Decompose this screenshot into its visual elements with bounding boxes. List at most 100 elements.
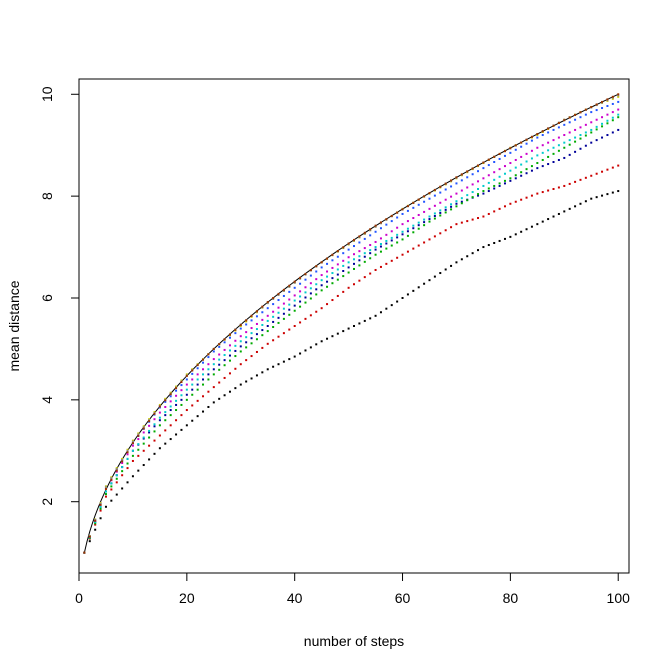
series-point	[185, 374, 188, 377]
series-point	[94, 519, 97, 522]
series-point	[433, 204, 436, 207]
series-point	[433, 212, 436, 215]
series-point	[482, 192, 485, 195]
series-point	[611, 97, 614, 100]
series-point	[390, 214, 393, 217]
series-point	[509, 179, 512, 182]
series-point	[450, 205, 453, 208]
series-point	[482, 246, 485, 249]
series-point	[353, 262, 355, 265]
series-point	[245, 319, 248, 322]
series-point	[379, 265, 382, 268]
series-point	[342, 259, 345, 262]
series-point	[353, 258, 355, 261]
series-point	[450, 208, 453, 211]
series-point	[536, 134, 539, 137]
series-point	[369, 249, 372, 252]
series-point	[536, 154, 539, 157]
series-point	[525, 142, 528, 145]
series-point	[261, 334, 264, 337]
series-point	[601, 122, 604, 125]
series-point	[563, 123, 566, 126]
series-point	[336, 255, 339, 258]
series-point	[617, 108, 620, 111]
series-point	[304, 349, 307, 352]
series-point	[245, 323, 248, 326]
series-6	[83, 108, 620, 554]
series-point	[514, 174, 517, 177]
series-point	[520, 141, 523, 144]
series-point	[374, 314, 377, 317]
series-point	[417, 227, 420, 230]
series-point	[584, 123, 587, 126]
series-point	[261, 329, 264, 332]
series-point	[390, 236, 393, 239]
series-point	[433, 194, 436, 197]
series-point	[428, 279, 431, 282]
series-point	[218, 343, 221, 346]
series-point	[115, 470, 118, 473]
series-point	[272, 320, 275, 323]
series-point	[342, 264, 345, 267]
series-point	[288, 328, 291, 331]
series-point	[255, 315, 258, 318]
series-point	[266, 302, 269, 305]
series-point	[423, 282, 426, 285]
series-point	[487, 164, 490, 167]
series-point	[299, 295, 302, 298]
series-point	[611, 111, 614, 114]
series-point	[493, 178, 496, 181]
series-point	[131, 442, 134, 445]
series-point	[525, 138, 528, 141]
series-point	[115, 474, 118, 477]
series-point	[250, 314, 253, 317]
series-point	[358, 279, 361, 282]
series-point	[115, 467, 118, 470]
series-point	[255, 350, 258, 353]
series-point	[196, 383, 199, 386]
series-point	[568, 131, 571, 134]
series-point	[574, 150, 577, 153]
series-point	[358, 235, 361, 238]
series-point	[482, 215, 485, 218]
series-point	[142, 431, 145, 434]
series-point	[590, 197, 593, 200]
series-point	[369, 244, 372, 247]
series-point	[514, 166, 517, 169]
series-point	[234, 328, 237, 331]
series-point	[239, 350, 242, 353]
series-point	[347, 261, 350, 264]
series-point	[126, 481, 129, 484]
series-point	[530, 157, 533, 160]
series-point	[110, 476, 113, 479]
series-point	[595, 128, 598, 131]
series-point	[396, 236, 399, 239]
series-point	[315, 310, 318, 313]
series-point	[309, 287, 312, 290]
series-point	[185, 378, 188, 381]
series-point	[423, 200, 426, 203]
series-point	[266, 314, 269, 317]
series-point	[342, 246, 345, 249]
series-point	[212, 358, 215, 361]
series-point	[487, 174, 490, 177]
series-point	[552, 146, 555, 149]
series-point	[169, 438, 172, 441]
series-point	[288, 303, 291, 306]
series-point	[455, 200, 458, 203]
series-point	[207, 378, 210, 381]
series-point	[406, 209, 409, 212]
series-point	[148, 444, 151, 447]
series-point	[88, 540, 91, 543]
series-point	[131, 439, 134, 442]
series-point	[250, 319, 253, 322]
series-point	[158, 419, 161, 422]
series-point	[234, 332, 237, 335]
series-point	[185, 383, 188, 386]
series-point	[552, 139, 555, 142]
series-point	[363, 255, 366, 258]
series-point	[369, 234, 372, 237]
series-point	[590, 121, 593, 124]
series-point	[563, 184, 566, 187]
series-point	[142, 427, 145, 430]
